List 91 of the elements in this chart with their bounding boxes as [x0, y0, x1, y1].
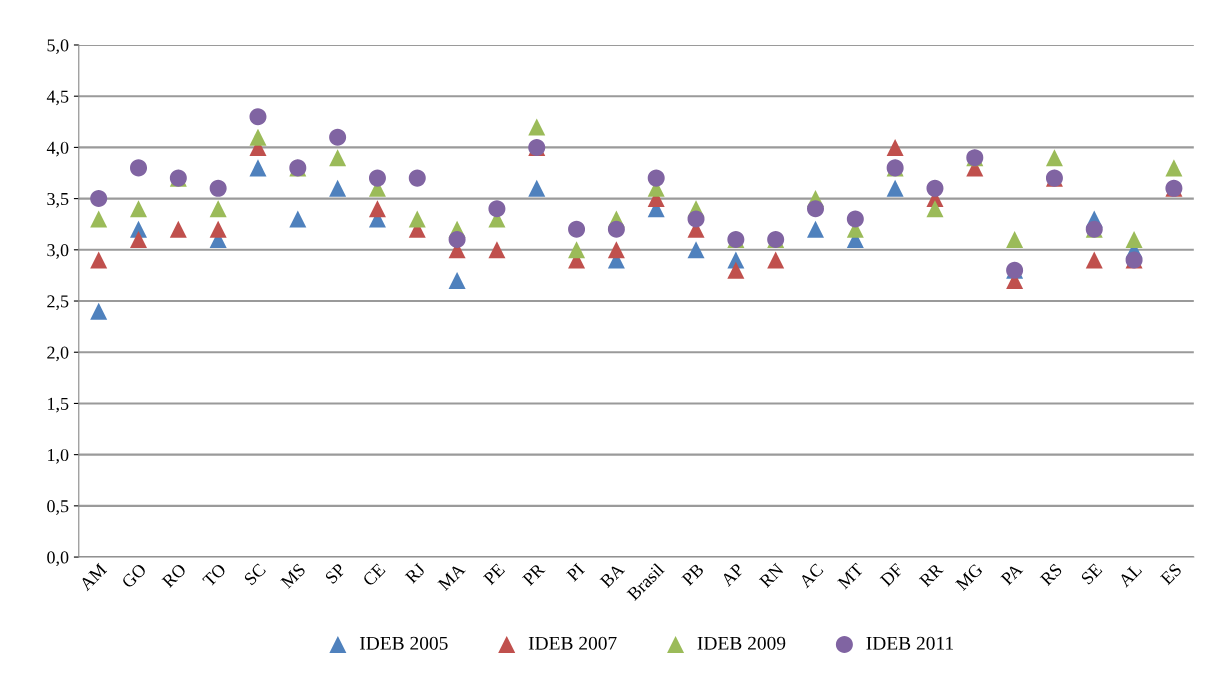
x-tick-label: RJ	[404, 562, 426, 585]
point	[886, 179, 904, 197]
point	[169, 220, 187, 238]
point	[647, 169, 665, 187]
point	[408, 210, 426, 228]
x-tick-label: PB	[681, 563, 705, 587]
point	[289, 210, 307, 228]
legend-label: IDEB 2011	[866, 636, 953, 650]
x-tick-label: PI	[566, 562, 585, 582]
point	[767, 251, 785, 269]
point	[926, 200, 944, 218]
point	[926, 179, 944, 197]
point	[568, 220, 586, 238]
y-tick-label: 2,5	[47, 295, 69, 311]
point	[130, 159, 148, 177]
point	[130, 231, 148, 249]
x-tick-label: RO	[161, 562, 187, 589]
x-tick-label: AC	[798, 563, 824, 589]
point	[1045, 149, 1063, 167]
x-tick-label: RR	[918, 562, 944, 588]
x-tick-label: MS	[280, 563, 306, 589]
y-tick-label: 0,5	[47, 500, 69, 515]
x-tick-label: SP	[324, 562, 347, 585]
point	[209, 220, 227, 238]
point	[886, 138, 904, 156]
x-tick-label: PR	[521, 562, 546, 587]
x-tick-label: AP	[720, 562, 745, 587]
point	[90, 210, 108, 228]
legend-label: IDEB 2005	[359, 636, 448, 650]
x-tick-label: ES	[1159, 563, 1183, 586]
y-tick-label: 4,0	[46, 141, 69, 157]
point	[687, 241, 705, 259]
point	[1165, 159, 1183, 177]
point	[209, 179, 227, 197]
point	[249, 128, 267, 146]
point	[249, 108, 267, 126]
point	[448, 231, 466, 249]
x-tick-label: CE	[362, 562, 386, 587]
point	[846, 210, 864, 228]
y-tick-label: 0,0	[47, 551, 69, 567]
x-tick-label: RS	[1039, 563, 1063, 587]
point	[1125, 231, 1143, 249]
y-tick-label: 3,0	[47, 244, 69, 259]
point	[528, 179, 546, 197]
point	[90, 190, 108, 208]
y-tick-label: 1,0	[48, 448, 69, 464]
point	[807, 220, 825, 238]
point	[448, 272, 466, 290]
point	[329, 149, 347, 167]
point	[408, 169, 426, 187]
y-tick-label: 4,5	[46, 90, 69, 106]
point	[368, 169, 386, 187]
x-tick-label: MG	[954, 562, 984, 592]
point	[568, 241, 586, 259]
y-tick-label: 3,5	[47, 192, 69, 208]
y-tick-label: 2,0	[47, 346, 69, 362]
point	[488, 200, 506, 218]
point	[807, 200, 825, 218]
point	[329, 128, 347, 146]
x-tick-label: BA	[599, 562, 626, 589]
point	[329, 179, 347, 197]
point	[1006, 231, 1024, 249]
point	[687, 210, 705, 228]
legend-label: IDEB 2009	[697, 636, 786, 650]
x-tick-label: RN	[758, 562, 785, 589]
point	[209, 200, 227, 218]
point	[368, 200, 386, 218]
point	[488, 241, 506, 259]
x-tick-label: PE	[482, 563, 506, 586]
x-tick-label: MT	[837, 562, 864, 590]
x-tick-label: MA	[437, 562, 466, 591]
x-tick-label: AL	[1117, 563, 1143, 588]
x-tick-label: PA	[1000, 562, 1024, 586]
x-tick-label: DF	[879, 562, 904, 587]
y-tick-label: 5,0	[47, 39, 69, 55]
x-tick-label: SE	[1080, 562, 1103, 585]
point	[727, 261, 745, 279]
x-tick-label: GO	[121, 562, 147, 589]
x-tick-label: TO	[202, 562, 227, 588]
point	[607, 241, 625, 259]
point	[607, 220, 625, 238]
point	[249, 159, 267, 177]
point	[130, 200, 148, 218]
legend-label: IDEB 2007	[528, 636, 617, 650]
point	[90, 302, 108, 320]
point	[528, 118, 546, 136]
point	[1085, 251, 1103, 269]
y-tick-label: 1,5	[48, 397, 69, 413]
x-tick-label: SC	[243, 563, 267, 586]
point	[90, 251, 108, 269]
x-tick-label: AM	[78, 562, 108, 592]
